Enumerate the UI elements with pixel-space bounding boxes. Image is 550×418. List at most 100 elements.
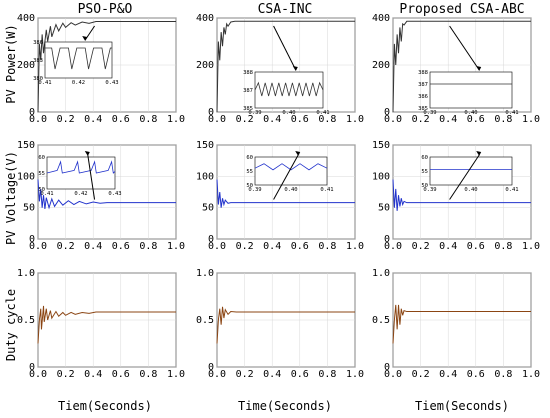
inset-x-tick-label: 0.40 xyxy=(464,187,477,193)
x-tick-label: 0.6 xyxy=(467,369,485,380)
inset-frame xyxy=(254,156,328,186)
inset-x-tick-label: 0.43 xyxy=(108,191,121,197)
zoom-arrow xyxy=(449,154,480,200)
inset-y-tick-label: 388 xyxy=(243,70,253,76)
y-tick-label: 200 xyxy=(372,60,390,71)
inset-x-tick-label: 0.40 xyxy=(284,187,297,193)
inset-y-tick-label: 60 xyxy=(246,155,253,161)
inset-y-tick-label: 60 xyxy=(421,155,428,161)
x-tick-label: 0.6 xyxy=(112,369,130,380)
x-tick-label: 0.4 xyxy=(263,241,281,252)
y-tick-label: 400 xyxy=(17,13,35,24)
y-tick-label: 50 xyxy=(23,203,35,214)
inset-y-tick-label: 50 xyxy=(421,183,428,189)
x-tick-label: 0.8 xyxy=(139,114,157,125)
x-tick-label: 0.0 xyxy=(29,241,47,252)
y-tick-label: 200 xyxy=(17,60,35,71)
inset-y-tick-label: 388 xyxy=(418,70,428,76)
x-tick-label: 0.8 xyxy=(494,369,512,380)
inset-series-line xyxy=(254,81,324,97)
inset-x-tick-label: 0.39 xyxy=(423,187,436,193)
subplot-voltage-csainc: 0.0 0.2 0.4 0.6 0.8 1.0 0 50 100 150 0.39 0.40 0.41 5… xyxy=(196,140,364,252)
arrow-head-icon xyxy=(82,36,88,41)
inset-x-tick-label: 0.42 xyxy=(72,80,85,86)
y-tick-label: 0 xyxy=(384,234,390,245)
inset-y-tick-label: 60 xyxy=(38,155,45,161)
arrow-head-icon xyxy=(476,66,482,71)
x-tick-label: 0.6 xyxy=(291,241,309,252)
subplot-duty-csaabc: 0.0 0.2 0.4 0.6 0.8 1.0 0 0.5 1.0 xyxy=(372,268,540,380)
y-tick-label: 0 xyxy=(208,107,214,118)
inset-x-tick-label: 0.41 xyxy=(505,110,518,116)
y-tick-label: 1.0 xyxy=(196,268,214,279)
inset-frame xyxy=(254,71,324,109)
x-tick-label: 0.0 xyxy=(29,369,47,380)
inset-y-tick-label: 50 xyxy=(246,183,253,189)
subplot-power-csainc: 0.0 0.2 0.4 0.6 0.8 1.0 0 200 400 0.39 0.40 0.41 385… xyxy=(196,13,364,125)
inset-y-tick-label: 55 xyxy=(246,169,253,175)
inset-y-tick-label: 383 xyxy=(33,58,43,64)
x-tick-label: 0.4 xyxy=(84,369,102,380)
inset-x-tick-label: 0.41 xyxy=(40,191,53,197)
y-tick-label: 0 xyxy=(384,107,390,118)
x-tick-label: 0.0 xyxy=(384,241,402,252)
inset-frame xyxy=(429,71,513,109)
x-tick-label: 1.0 xyxy=(167,114,185,125)
y-tick-label: 0 xyxy=(29,234,35,245)
series-line xyxy=(392,20,531,113)
y-tick-label: 100 xyxy=(372,171,390,182)
inset-y-tick-label: 385 xyxy=(243,106,253,112)
x-tick-label: 1.0 xyxy=(346,114,364,125)
x-tick-label: 0.2 xyxy=(236,241,254,252)
series-line xyxy=(216,179,355,208)
y-tick-label: 0 xyxy=(208,234,214,245)
y-tick-label: 1.0 xyxy=(17,268,35,279)
x-tick-label: 0.0 xyxy=(208,369,226,380)
inset-y-tick-label: 385 xyxy=(418,106,428,112)
subplot-duty-csainc: 0.0 0.2 0.4 0.6 0.8 1.0 0 0.5 1.0 xyxy=(196,268,364,380)
subplot-power-csaabc: 0.0 0.2 0.4 0.6 0.8 1.0 0 200 400 0.39 0.40 0.41 385… xyxy=(372,13,540,125)
subplot-duty-pso: 0.0 0.2 0.4 0.6 0.8 1.0 0 0.5 1.0 xyxy=(17,268,185,380)
y-tick-label: 400 xyxy=(196,13,214,24)
x-tick-label: 0.2 xyxy=(57,369,75,380)
y-tick-label: 1.0 xyxy=(372,268,390,279)
x-tick-label: 0.6 xyxy=(467,241,485,252)
y-tick-label: 200 xyxy=(196,60,214,71)
x-tick-label: 1.0 xyxy=(522,241,540,252)
y-tick-label: 100 xyxy=(17,171,35,182)
zoom-arrow xyxy=(449,25,480,71)
series-line xyxy=(37,179,176,210)
x-tick-label: 0.4 xyxy=(84,114,102,125)
y-tick-label: 0 xyxy=(208,362,214,373)
inset-x-tick-label: 0.40 xyxy=(464,110,477,116)
x-tick-label: 0.2 xyxy=(57,241,75,252)
column-title-csa-inc: CSA-INC xyxy=(258,2,313,17)
inset-x-tick-label: 0.41 xyxy=(320,187,333,193)
inset-voltage-csainc: 0.39 0.40 0.41 50 55 60 xyxy=(246,155,333,193)
series-line xyxy=(392,304,531,344)
inset-frame xyxy=(429,156,513,186)
arrow-head-icon xyxy=(84,151,90,156)
x-tick-label: 0.8 xyxy=(494,114,512,125)
arrow-head-icon xyxy=(292,66,298,71)
x-tick-label: 0.8 xyxy=(139,241,157,252)
inset-y-tick-label: 387 xyxy=(243,88,253,94)
x-tick-label: 0.2 xyxy=(236,114,254,125)
inset-power-pso: 0.41 0.42 0.43 380 383 386 xyxy=(33,40,119,86)
inset-y-tick-label: 380 xyxy=(33,76,43,82)
inset-x-tick-label: 0.39 xyxy=(423,110,436,116)
y-tick-label: 0.5 xyxy=(17,315,35,326)
x-tick-label: 0.0 xyxy=(384,369,402,380)
column-title-csa-abc: Proposed CSA-ABC xyxy=(399,2,524,17)
y-tick-label: 50 xyxy=(202,203,214,214)
ylabel-pv-power: PV Power(W) xyxy=(4,24,18,103)
xlabel-col1: Tiem(Seconds) xyxy=(58,399,152,413)
x-tick-label: 0.4 xyxy=(263,114,281,125)
y-tick-label: 0.5 xyxy=(196,315,214,326)
x-tick-label: 0.2 xyxy=(57,114,75,125)
inset-frame xyxy=(44,41,113,79)
x-tick-label: 0.4 xyxy=(84,241,102,252)
inset-voltage-csaabc: 0.39 0.40 0.41 50 55 60 xyxy=(421,155,518,193)
y-tick-label: 150 xyxy=(17,140,35,151)
